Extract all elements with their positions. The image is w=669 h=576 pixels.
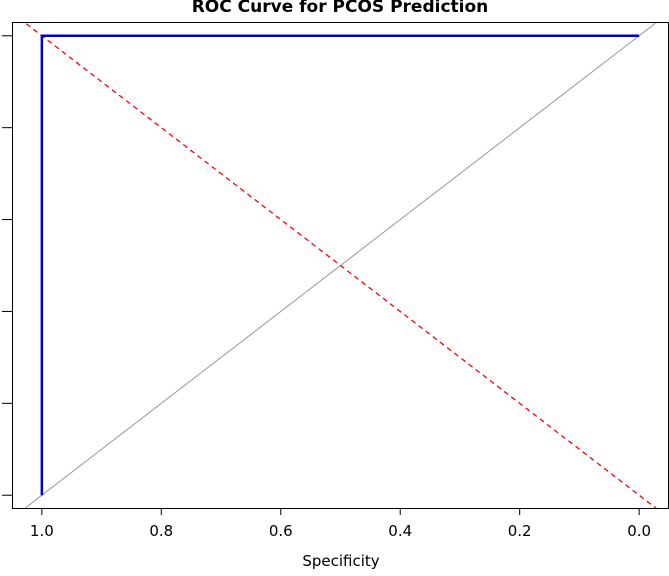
x-tick-label-1.0: 1.0	[30, 522, 54, 540]
x-axis: 1.0 0.8 0.6 0.4 0.2 0.0	[30, 509, 651, 540]
y-axis	[2, 35, 12, 496]
plot-layer	[22, 22, 659, 509]
series-roc-curve	[40, 34, 640, 496]
series-red-dashed-line	[22, 22, 659, 509]
x-tick-label-0.6: 0.6	[269, 522, 293, 540]
x-tick-label-0.8: 0.8	[149, 522, 173, 540]
x-tick-label-0.4: 0.4	[388, 522, 412, 540]
x-tick-label-0.2: 0.2	[508, 522, 532, 540]
chart-title: ROC Curve for PCOS Prediction	[192, 0, 489, 17]
x-tick-label-0.0: 0.0	[627, 522, 651, 540]
x-axis-label: Specificity	[302, 552, 379, 570]
